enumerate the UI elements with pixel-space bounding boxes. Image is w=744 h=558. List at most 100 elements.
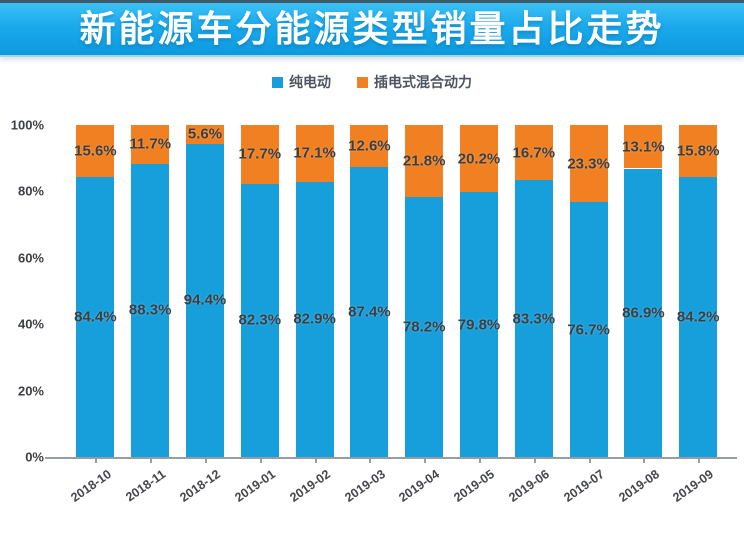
plugin-hybrid-value-label: 23.3% (567, 155, 610, 173)
bar-group-2018-12 (186, 125, 224, 457)
plugin-hybrid-value-label: 21.8% (402, 152, 446, 170)
bar-group-2019-05 (460, 125, 498, 457)
x-axis-tick (424, 459, 427, 463)
plugin-hybrid-value-label: 16.7% (512, 144, 556, 162)
pure-electric-value-label: 88.3% (128, 301, 172, 319)
x-axis-label: 2018-10 (67, 467, 114, 505)
x-axis-label: 2019-01 (232, 467, 278, 505)
plugin-hybrid-segment (186, 125, 224, 144)
plugin-hybrid-segment (569, 125, 608, 203)
bar-group-2019-09 (679, 125, 718, 457)
plugin-hybrid-segment (405, 125, 444, 198)
x-axis-line (45, 457, 737, 459)
chart-title: 新能源车分能源类型销量占比走势 (79, 8, 665, 49)
pure-electric-segment (514, 180, 553, 457)
pure-electric-value-label: 82.9% (293, 310, 336, 328)
y-axis-tick-label: 0% (25, 449, 44, 465)
plugin-hybrid-segment (350, 125, 389, 167)
x-axis-tick (95, 459, 98, 463)
pure-electric-value-label: 87.4% (348, 303, 391, 321)
legend-label: 纯电动 (289, 74, 331, 90)
plugin-hybrid-segment (624, 125, 663, 169)
pure-electric-value-label: 84.4% (74, 308, 117, 326)
plugin-hybrid-value-label: 17.7% (238, 145, 282, 163)
x-axis-label: 2019-07 (561, 467, 607, 505)
x-axis-label: 2019-03 (341, 467, 388, 505)
plugin-hybrid-segment (514, 125, 553, 181)
plugin-hybrid-segment (679, 125, 718, 178)
plugin-hybrid-value-label: 20.2% (457, 150, 501, 168)
x-axis-label: 2019-05 (451, 467, 498, 505)
legend-swatch-icon (272, 76, 283, 88)
x-axis-tick (314, 459, 317, 463)
stacked-bar-chart: 0% 20% 40% 60% 80% 100% 15.6% 84.4% 2018-10 11.7%… (0, 93, 744, 553)
pure-electric-value-label: 86.9% (622, 304, 665, 322)
x-axis-tick (698, 459, 701, 463)
y-axis-tick-label: 60% (17, 250, 44, 266)
title-banner: 新能源车分能源类型销量占比走势 (0, 0, 744, 57)
plugin-hybrid-value-label: 15.6% (74, 142, 117, 160)
pure-electric-value-label: 84.2% (676, 308, 720, 326)
legend-swatch-icon (357, 76, 368, 88)
pure-electric-value-label: 94.4% (183, 291, 227, 309)
x-axis-label: 2018-11 (123, 467, 169, 505)
y-axis-tick-label: 80% (17, 183, 44, 199)
pure-electric-segment (679, 177, 718, 457)
plugin-hybrid-value-label: 11.7% (129, 135, 172, 153)
plugin-hybrid-value-label: 12.6% (348, 137, 391, 155)
y-axis-tick-label: 20% (17, 383, 44, 399)
bar-group-2019-08 (624, 125, 663, 457)
x-axis-label: 2019-09 (670, 467, 717, 505)
x-axis-tick (205, 459, 207, 463)
pure-electric-segment (295, 181, 334, 457)
bar-group-2019-07 (569, 125, 608, 457)
legend-item-pure-electric: 纯电动 (272, 72, 331, 92)
pure-electric-value-label: 78.2% (402, 318, 446, 336)
plugin-hybrid-value-label: 17.1% (293, 144, 336, 162)
bar-group-2018-11 (131, 125, 170, 457)
x-axis-tick (643, 459, 646, 463)
legend: 纯电动 插电式混合动力 (0, 71, 744, 93)
x-axis-label: 2019-04 (396, 467, 443, 505)
x-axis-label: 2019-08 (615, 467, 662, 505)
pure-electric-segment (240, 183, 279, 457)
pure-electric-segment (405, 197, 444, 457)
plugin-hybrid-segment (460, 125, 498, 193)
pure-electric-value-label: 79.8% (457, 316, 501, 334)
x-axis-tick (150, 459, 153, 463)
pure-electric-segment (186, 143, 224, 457)
plugin-hybrid-value-label: 5.6% (187, 125, 223, 143)
pure-electric-value-label: 82.3% (238, 311, 282, 329)
pure-electric-segment (460, 192, 498, 457)
y-axis-tick-label: 100% (10, 117, 44, 133)
legend-label: 插电式混合动力 (374, 74, 472, 90)
pure-electric-value-label: 76.7% (567, 321, 610, 339)
x-axis-label: 2018-12 (177, 467, 224, 505)
pure-electric-segment (76, 176, 115, 457)
pure-electric-segment (350, 166, 389, 457)
bar-group-2019-04 (405, 125, 444, 457)
bar-group-2019-02 (295, 125, 334, 457)
pure-electric-value-label: 83.3% (512, 310, 556, 328)
bar-group-2019-06 (514, 125, 553, 457)
plugin-hybrid-segment (240, 125, 279, 184)
pure-electric-segment (569, 202, 608, 457)
plugin-hybrid-segment (131, 125, 170, 164)
x-axis-tick (588, 459, 591, 463)
x-axis-label: 2019-06 (506, 467, 552, 505)
bar-group-2019-01 (240, 125, 279, 457)
pure-electric-segment (624, 168, 663, 457)
legend-item-plugin-hybrid: 插电式混合动力 (357, 72, 472, 92)
pure-electric-segment (131, 163, 170, 457)
bar-group-2018-10 (76, 125, 115, 457)
y-axis-tick-label: 40% (17, 316, 44, 332)
x-axis-tick (479, 459, 481, 463)
x-axis-label: 2019-02 (287, 467, 333, 505)
x-axis-tick (369, 459, 372, 463)
x-axis-tick (533, 459, 536, 463)
x-axis-tick (259, 459, 262, 463)
plugin-hybrid-segment (76, 125, 115, 177)
plugin-hybrid-value-label: 15.8% (676, 142, 720, 160)
plugin-hybrid-segment (295, 125, 334, 182)
plugin-hybrid-value-label: 13.1% (622, 138, 665, 156)
